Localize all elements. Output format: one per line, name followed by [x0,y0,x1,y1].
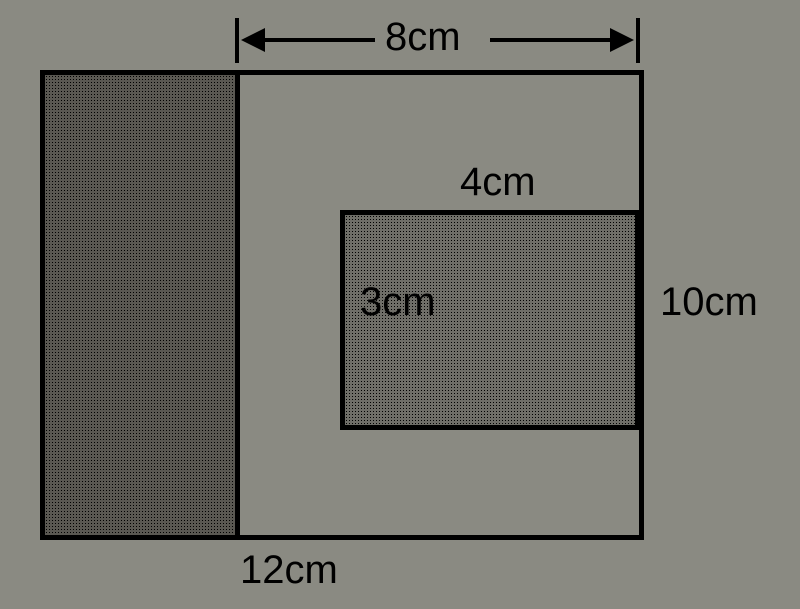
arrow-right-tick [636,18,640,63]
shaded-left-rectangle [40,70,240,540]
arrow-left-tick [235,18,239,63]
top-arrow-label: 8cm [385,15,461,60]
arrow-line-left [265,38,375,42]
outer-right-label: 10cm [660,280,758,325]
arrow-left-head [241,28,265,52]
inner-top-label: 4cm [460,160,536,205]
arrow-right-head [610,28,634,52]
inner-left-label: 3cm [360,280,436,325]
arrow-line-right [490,38,610,42]
geometry-diagram: 8cm 4cm 3cm 10cm 12cm [40,10,760,600]
outer-bottom-label: 12cm [240,548,338,593]
